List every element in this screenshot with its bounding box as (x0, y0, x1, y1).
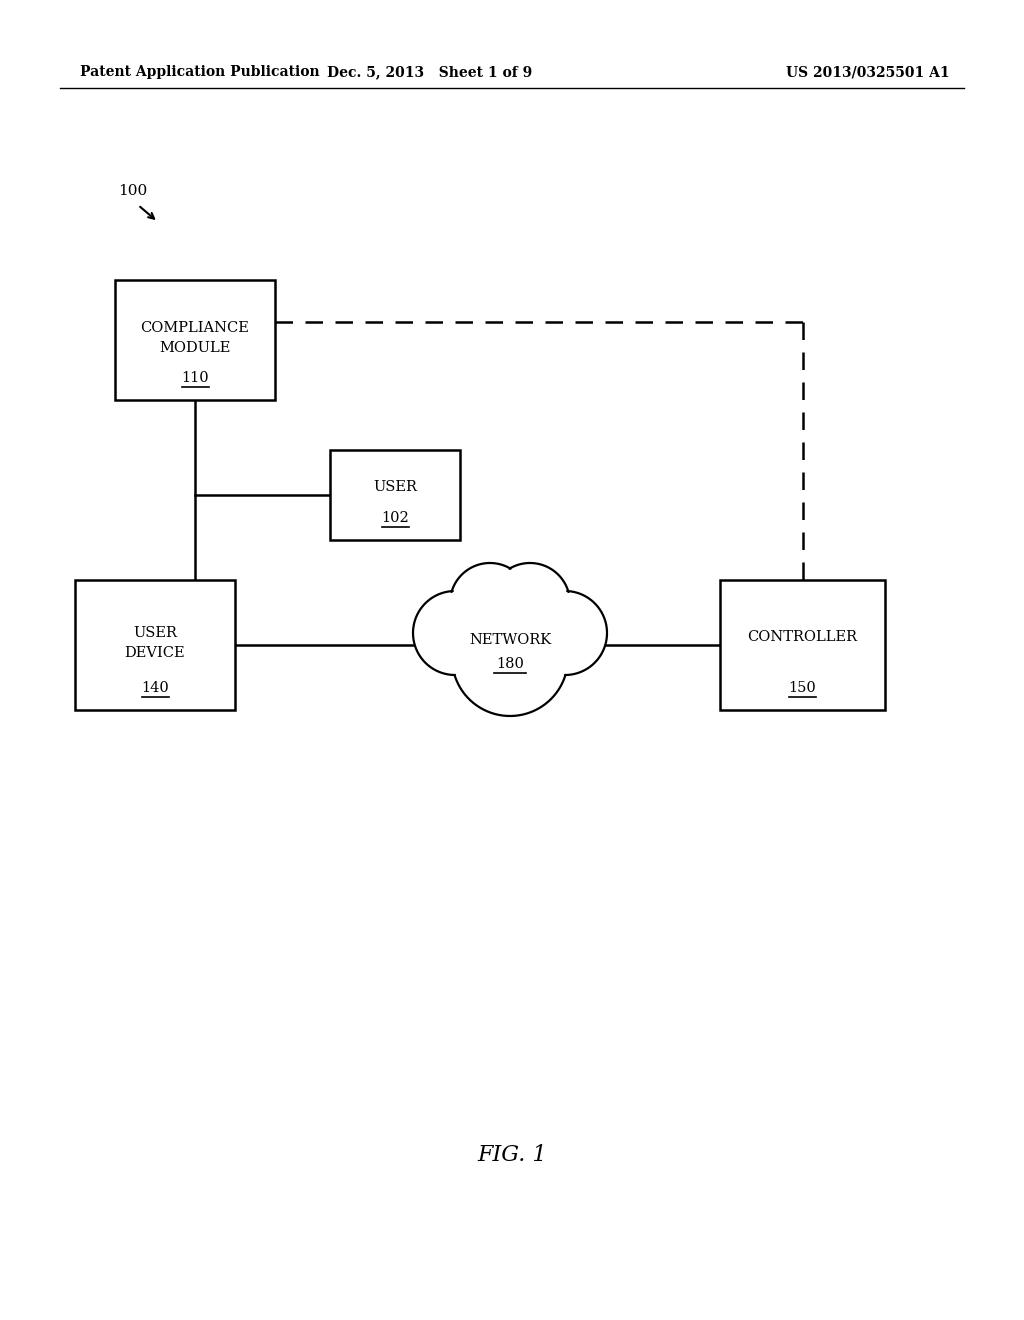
Text: US 2013/0325501 A1: US 2013/0325501 A1 (786, 65, 950, 79)
Text: MODULE: MODULE (160, 341, 230, 355)
Circle shape (490, 564, 570, 643)
Text: Patent Application Publication: Patent Application Publication (80, 65, 319, 79)
Circle shape (452, 601, 568, 715)
Text: Dec. 5, 2013   Sheet 1 of 9: Dec. 5, 2013 Sheet 1 of 9 (328, 65, 532, 79)
Text: 102: 102 (381, 511, 409, 525)
Circle shape (452, 601, 568, 715)
Text: NETWORK: NETWORK (469, 634, 551, 647)
Circle shape (413, 591, 497, 675)
Text: USER: USER (373, 480, 417, 494)
Circle shape (523, 591, 607, 675)
Text: CONTROLLER: CONTROLLER (748, 630, 857, 644)
Circle shape (523, 591, 607, 675)
Bar (720, 579, 885, 710)
Text: 140: 140 (141, 681, 169, 696)
Circle shape (450, 564, 530, 643)
Bar (75, 579, 234, 710)
Text: 180: 180 (496, 657, 524, 671)
Bar (115, 280, 275, 400)
Text: 110: 110 (181, 371, 209, 385)
Circle shape (450, 564, 530, 643)
Circle shape (490, 564, 570, 643)
Text: COMPLIANCE: COMPLIANCE (140, 321, 250, 335)
Text: 100: 100 (118, 183, 147, 198)
Circle shape (413, 591, 497, 675)
Text: USER: USER (133, 626, 177, 640)
Text: DEVICE: DEVICE (125, 645, 185, 660)
Text: FIG. 1: FIG. 1 (477, 1144, 547, 1166)
Bar (330, 450, 460, 540)
Text: 150: 150 (788, 681, 816, 696)
